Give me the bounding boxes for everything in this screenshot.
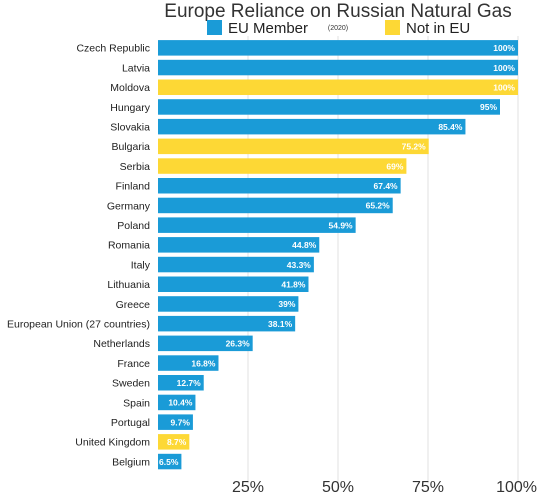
value-label-hungary: 95%	[480, 102, 497, 112]
x-tick-label-100: 100%	[496, 479, 537, 496]
bar-united-kingdom	[158, 434, 190, 450]
value-label-netherlands: 26.3%	[226, 339, 251, 349]
category-label-hungary: Hungary	[110, 102, 150, 114]
bar-czech-republic	[158, 40, 518, 56]
value-label-romania: 44.8%	[292, 240, 317, 250]
bar-france	[158, 355, 219, 371]
category-label-portugal: Portugal	[111, 417, 150, 429]
legend-swatch-eu-member	[207, 20, 222, 35]
value-label-finland: 67.4%	[374, 181, 399, 191]
category-label-european-union-27-countries: European Union (27 countries)	[7, 318, 150, 330]
category-label-moldova: Moldova	[110, 82, 150, 94]
category-label-bulgaria: Bulgaria	[111, 141, 150, 153]
chart-title: Europe Reliance on Russian Natural Gas	[164, 1, 511, 22]
legend: EU Member Not in EU	[207, 20, 470, 37]
bars: Czech Republic 100% Latvia 100% Moldova 100% H…	[7, 40, 518, 470]
category-label-sweden: Sweden	[112, 378, 150, 390]
category-label-poland: Poland	[117, 220, 150, 232]
category-label-belgium: Belgium	[112, 456, 150, 468]
bar-romania	[158, 237, 320, 253]
value-label-bulgaria: 75.2%	[402, 142, 427, 152]
value-label-sweden: 12.7%	[177, 378, 202, 388]
bar-hungary	[158, 99, 500, 115]
bar-greece	[158, 296, 299, 312]
bar-netherlands	[158, 335, 253, 352]
value-label-spain: 10.4%	[168, 398, 193, 408]
bar-finland	[158, 178, 401, 194]
value-label-moldova: 100%	[493, 82, 515, 92]
category-label-finland: Finland	[116, 181, 151, 193]
value-label-serbia: 69%	[386, 161, 403, 171]
bar-italy	[158, 256, 314, 273]
bar-european-union-27-countries	[158, 315, 296, 332]
value-label-france: 16.8%	[191, 358, 216, 368]
category-label-czech-republic: Czech Republic	[76, 43, 150, 55]
category-label-spain: Spain	[123, 397, 150, 409]
value-label-european-union-27-countries: 38.1%	[268, 319, 293, 329]
chart-subtitle: (2020)	[328, 25, 348, 32]
value-label-belgium: 6.5%	[159, 457, 179, 467]
value-label-lithuania: 41.8%	[281, 279, 306, 289]
bar-belgium	[158, 453, 182, 470]
value-label-czech-republic: 100%	[493, 43, 515, 53]
value-label-latvia: 100%	[493, 63, 515, 73]
category-label-lithuania: Lithuania	[107, 279, 150, 291]
category-label-romania: Romania	[108, 240, 150, 252]
bar-moldova	[158, 79, 518, 95]
value-label-poland: 54.9%	[329, 220, 354, 230]
bar-sweden	[158, 375, 204, 391]
category-label-italy: Italy	[131, 259, 151, 271]
bar-poland	[158, 217, 356, 233]
x-tick-label-50: 50%	[322, 479, 354, 496]
value-label-italy: 43.3%	[287, 260, 312, 270]
category-label-greece: Greece	[116, 299, 151, 311]
legend-swatch-not-in-eu	[385, 20, 400, 35]
bar-germany	[158, 197, 393, 214]
category-label-united-kingdom: United Kingdom	[75, 437, 150, 449]
value-label-greece: 39%	[278, 299, 295, 309]
category-label-germany: Germany	[107, 200, 151, 212]
category-label-france: France	[117, 358, 150, 370]
category-label-latvia: Latvia	[122, 62, 150, 74]
x-tick-label-75: 75%	[412, 479, 444, 496]
bar-slovakia	[158, 118, 466, 135]
bar-spain	[158, 394, 196, 411]
category-label-slovakia: Slovakia	[110, 121, 150, 133]
category-label-netherlands: Netherlands	[93, 338, 150, 350]
legend-label-not-in-eu: Not in EU	[406, 20, 470, 37]
value-label-united-kingdom: 8.7%	[167, 437, 187, 447]
x-tick-label-25: 25%	[232, 479, 264, 496]
x-axis-ticks: 25% 50% 75% 100%	[232, 479, 537, 496]
value-label-germany: 65.2%	[366, 201, 391, 211]
bar-bulgaria	[158, 138, 429, 155]
bar-latvia	[158, 59, 518, 76]
legend-label-eu-member: EU Member	[228, 20, 308, 37]
value-label-slovakia: 85.4%	[438, 122, 463, 132]
bar-lithuania	[158, 276, 309, 292]
value-label-portugal: 9.7%	[171, 417, 191, 427]
category-label-serbia: Serbia	[120, 161, 151, 173]
bar-serbia	[158, 158, 407, 174]
bar-portugal	[158, 414, 193, 430]
